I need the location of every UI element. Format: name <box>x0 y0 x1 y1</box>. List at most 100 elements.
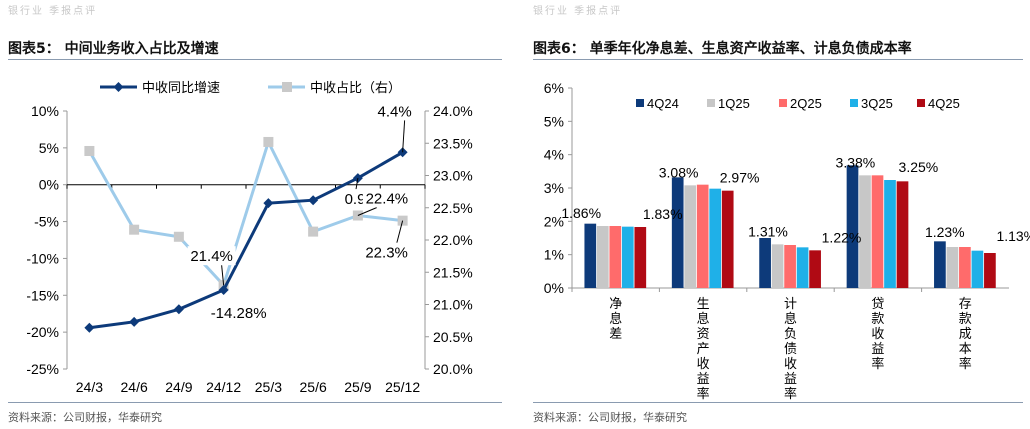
data-label: 1.86% <box>561 205 601 221</box>
annotation-leader-line <box>396 220 404 244</box>
bar <box>759 238 771 288</box>
page-header-faint: 银行业 季报点评 <box>8 6 98 17</box>
series-line-growth <box>89 150 404 330</box>
legend-label-series-1: 中收同比增速 <box>142 81 220 96</box>
data-point-growth <box>263 198 274 209</box>
left-y-tick-label: -10% <box>26 250 59 266</box>
page-header-faint-right: 银行业 季报点评 <box>533 6 623 17</box>
data-label: -14.28% <box>211 305 267 322</box>
title-divider-left <box>8 59 502 60</box>
left-y-tick-label: 10% <box>31 103 59 119</box>
annotation-background <box>187 246 236 266</box>
x-tick-label: 25/3 <box>255 379 282 395</box>
right-y-tick-label: 24.0% <box>433 103 473 119</box>
x-tick-label: 24/9 <box>165 379 192 395</box>
data-label: 1.22% <box>822 229 862 245</box>
bar <box>621 226 634 288</box>
data-point-growth <box>308 195 319 206</box>
bar <box>596 226 609 288</box>
legend-swatch <box>850 99 858 107</box>
bar <box>696 184 709 288</box>
left-y-tick-label: 5% <box>39 140 59 156</box>
right-y-tick-label: 21.5% <box>433 264 473 280</box>
data-point-share <box>129 224 140 235</box>
legend-swatch <box>636 99 644 107</box>
left-y-tick-label: -15% <box>26 287 59 303</box>
bar <box>946 247 959 288</box>
legend-label: 2Q25 <box>790 96 822 111</box>
bar <box>896 181 909 288</box>
right-y-tick-label: 20.0% <box>433 361 473 377</box>
data-point-share <box>308 226 319 237</box>
data-label: 3.08% <box>659 164 699 180</box>
right-y-tick-label: 20.5% <box>433 329 473 345</box>
bar <box>709 188 722 288</box>
data-label: 1.31% <box>748 223 788 239</box>
data-label: 1.13% <box>996 228 1030 244</box>
y-tick-label: 1% <box>544 247 564 263</box>
data-point-growth <box>129 316 140 327</box>
bar <box>984 253 996 288</box>
right-y-tick-label: 22.0% <box>433 232 473 248</box>
data-point-share <box>173 231 184 242</box>
source-divider-right <box>533 402 1023 403</box>
bar <box>859 175 871 288</box>
bar <box>796 247 809 288</box>
annotation-leader-line <box>357 207 378 216</box>
legend-label: 1Q25 <box>718 96 750 111</box>
data-label: 1.23% <box>925 224 965 240</box>
x-category-label: 贷款收益率 <box>871 297 884 372</box>
bar <box>721 190 734 288</box>
bar <box>784 245 796 288</box>
right-y-tick-label: 23.5% <box>433 135 473 151</box>
annotation-background <box>214 302 263 322</box>
annotation-leader-line <box>355 177 359 191</box>
x-category-label: 计息负债收益率 <box>784 297 797 402</box>
right-y-tick-label: 23.0% <box>433 168 473 184</box>
data-point-growth <box>218 284 229 295</box>
annotation-leader-line <box>221 265 225 286</box>
data-point-growth <box>173 304 184 315</box>
bar <box>846 165 859 288</box>
left-y-tick-label: 0% <box>39 177 59 193</box>
left-chart-panel: 银行业 季报点评 图表5： 中间业务收入占比及增速 10% 5% 0% -5% -10%… <box>0 0 510 429</box>
data-point-share <box>84 145 95 156</box>
series-line-share <box>88 137 403 289</box>
legend-label: 3Q25 <box>861 96 893 111</box>
bar <box>609 226 622 288</box>
y-tick-label: 3% <box>544 180 564 196</box>
annotation-background <box>370 101 419 121</box>
x-tick-label: 25/12 <box>385 379 420 395</box>
data-label: 2.97% <box>720 170 760 186</box>
right-y-tick-label: 22.5% <box>433 200 473 216</box>
bar <box>771 244 784 288</box>
x-tick-label: 24/12 <box>206 379 241 395</box>
bar <box>684 185 697 288</box>
bar <box>809 250 821 288</box>
x-tick-label: 25/9 <box>344 379 371 395</box>
bar <box>934 241 946 288</box>
x-category-label: 净息差 <box>609 297 622 342</box>
y-tick-label: 4% <box>544 147 564 163</box>
legend-label: 4Q24 <box>647 96 679 111</box>
bar <box>671 177 684 288</box>
legend-swatch <box>707 99 715 107</box>
bar <box>584 223 597 288</box>
title-divider-right <box>533 59 1023 60</box>
bar <box>634 227 647 288</box>
bar <box>871 175 884 288</box>
data-label: 3.38% <box>836 154 876 170</box>
data-label: 22.3% <box>365 245 408 262</box>
source-divider-left <box>8 402 502 403</box>
annotation-background <box>362 188 411 208</box>
legend-swatch <box>779 99 787 107</box>
y-tick-label: 0% <box>544 280 564 296</box>
bar <box>959 247 971 288</box>
y-tick-label: 5% <box>544 113 564 129</box>
source-note-right: 资料来源：公司财报，华泰研究 <box>533 411 687 424</box>
x-tick-label: 24/6 <box>121 379 148 395</box>
legend-label: 4Q25 <box>928 96 960 111</box>
legend-swatch <box>917 99 925 107</box>
data-point-growth <box>84 322 95 333</box>
annotation-leader-line <box>402 120 406 153</box>
